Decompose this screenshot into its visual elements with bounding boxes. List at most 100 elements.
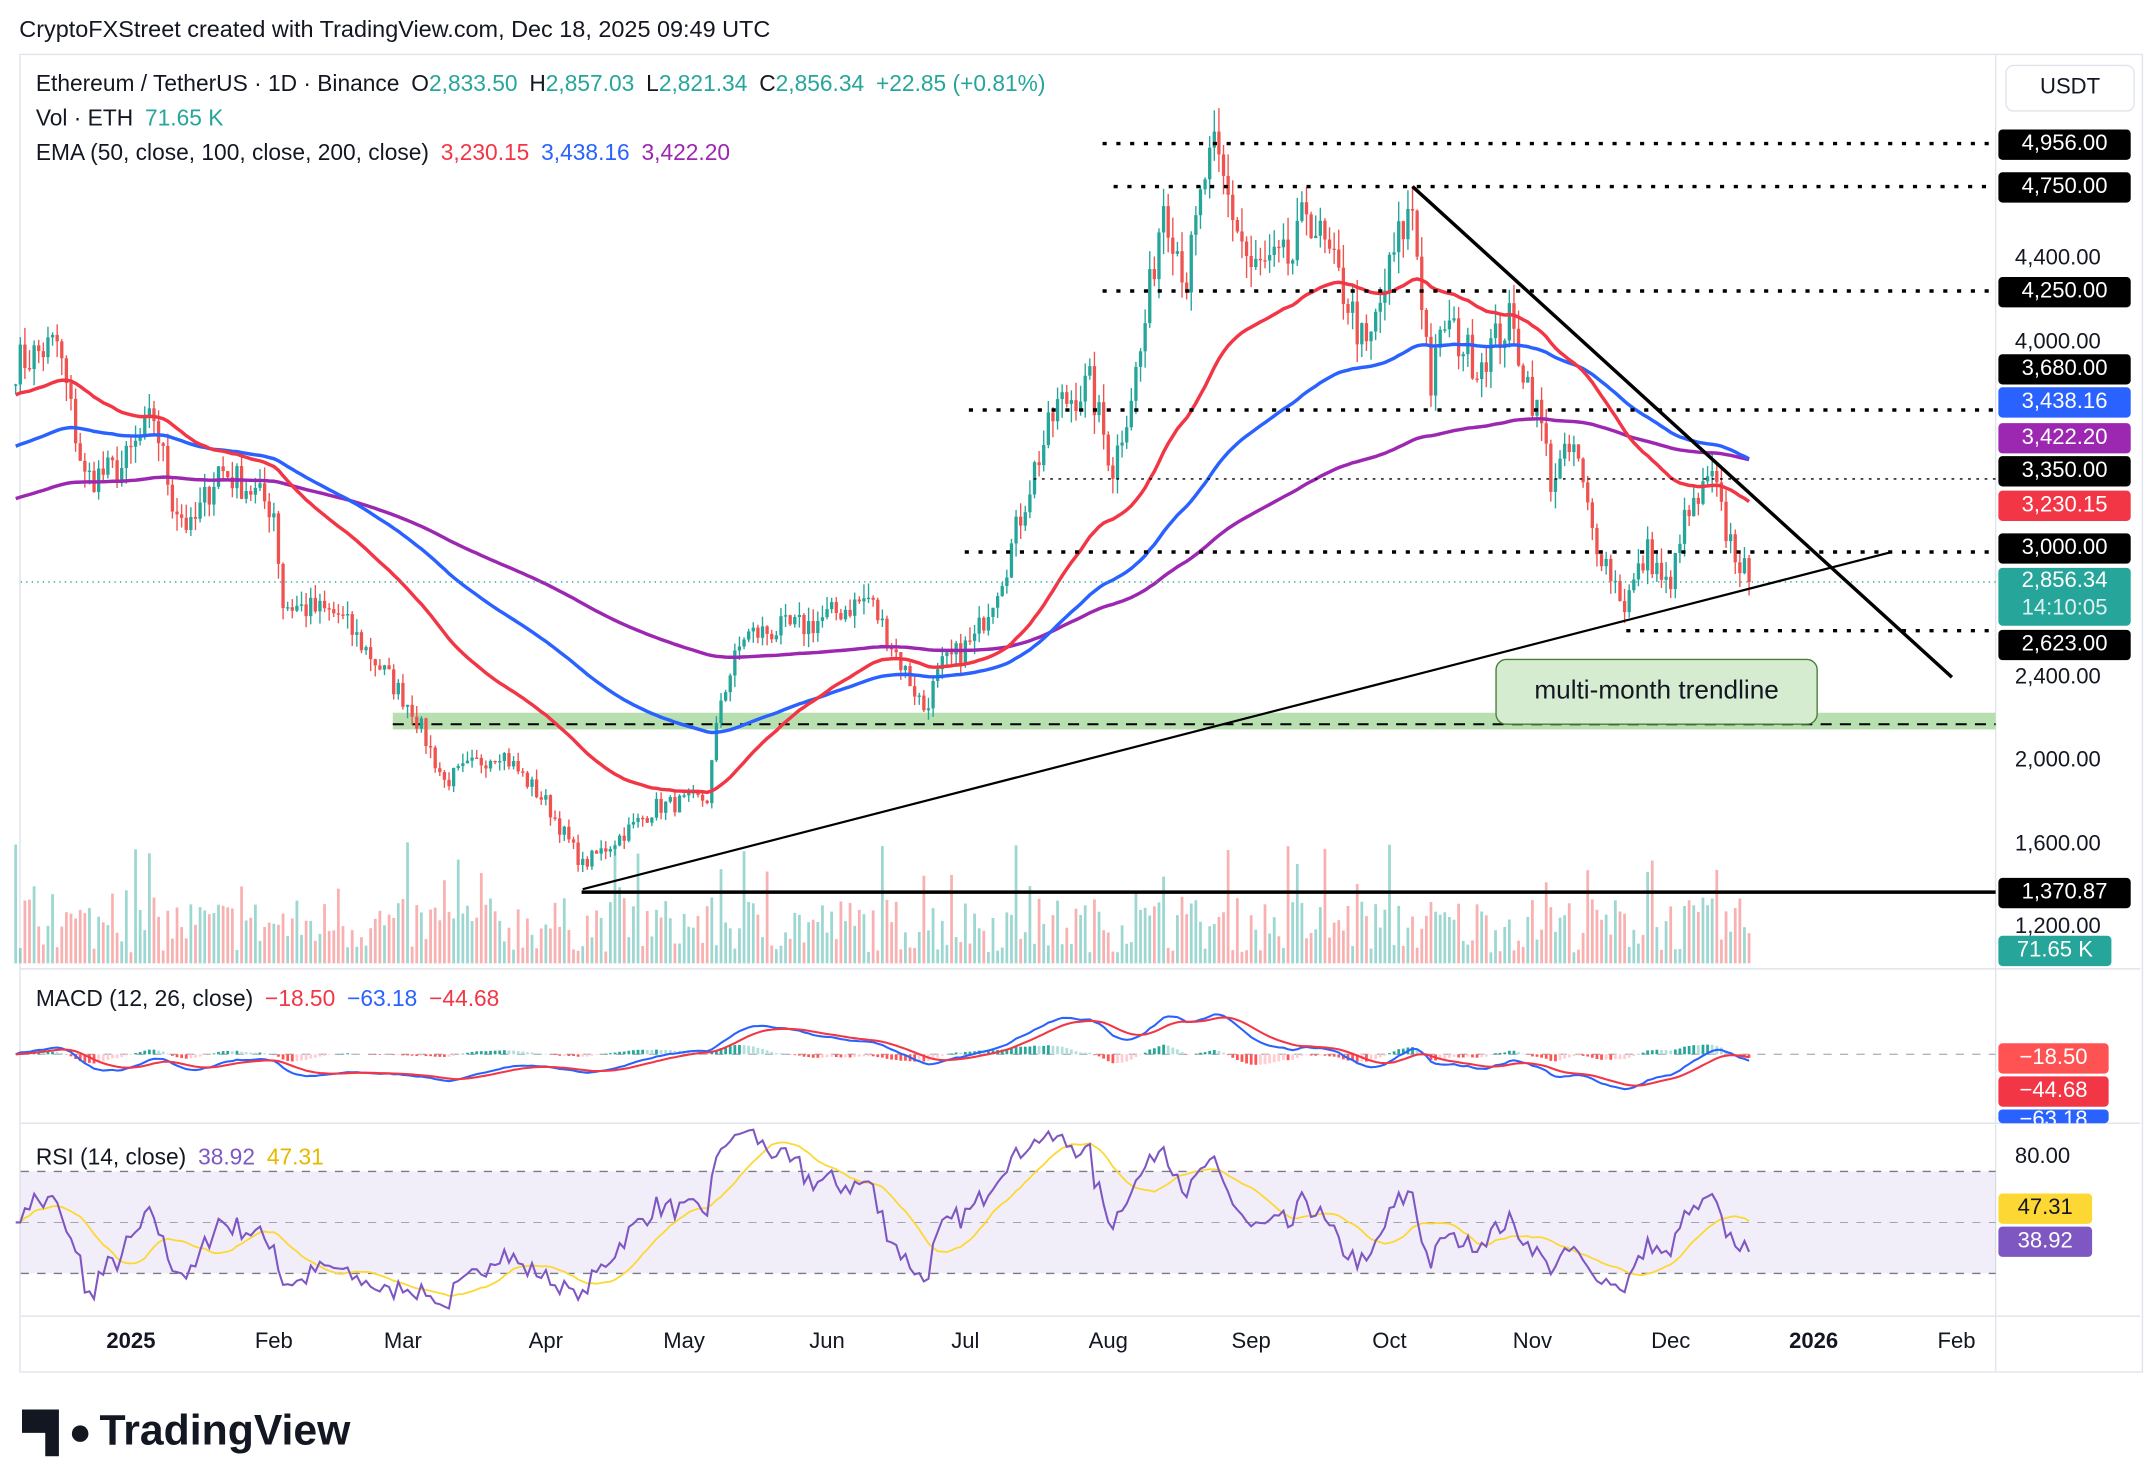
volume-bar [1692,905,1696,964]
volume-bar [936,949,940,964]
macd-histogram-bar [1710,1044,1714,1055]
volume-bar [507,927,511,964]
macd-histogram-bar [1696,1045,1700,1055]
volume-bar [1517,940,1520,964]
candle-body [931,680,935,709]
candle-body [133,440,138,447]
volume-bar [599,917,603,964]
candle-body [461,763,465,767]
macd-histogram-bar [572,1054,575,1057]
candle-body [1078,401,1083,412]
volume-bar [604,951,608,964]
volume-bar [876,950,880,964]
volume-bar [364,945,368,964]
macd-histogram-bar [249,1052,253,1055]
candle-body [1341,267,1346,304]
ema200-line [15,417,1750,659]
candle-body [221,466,225,472]
volume-bar [894,901,898,964]
candle-body [1526,376,1530,383]
ema-label[interactable]: EMA (50, close, 100, close, 200, close) [35,140,429,166]
candle-body [1194,215,1198,235]
volume-bar [1070,944,1073,964]
volume-bar [244,920,248,964]
candle-body [41,351,45,358]
candle-body [286,607,290,609]
macd-histogram-bar [1328,1054,1331,1057]
symbol-title[interactable]: Ethereum / TetherUS · 1D · Binance [35,71,400,97]
candle-body [825,609,829,618]
candle-body [876,599,880,621]
candle-body [811,621,815,634]
candle-body [290,607,294,611]
volume-bar [1033,943,1036,964]
candle-body [1111,465,1115,479]
volume-bar [710,897,714,964]
candle-body [1318,220,1322,236]
volume-label[interactable]: Vol · ETH [35,106,134,131]
candle-body [239,466,244,499]
candle-body [1235,220,1240,232]
macd-histogram-bar [954,1052,958,1055]
candle-body [1000,586,1004,597]
macd-histogram-bar [1097,1054,1101,1057]
volume-bar [1332,922,1336,964]
macd-histogram-bar [1037,1045,1041,1055]
candle-body [1572,444,1576,453]
candle-body [249,491,253,495]
volume-bar [682,913,686,964]
candle-body [1420,256,1424,310]
volume-bar [590,937,594,964]
volume-bar [627,937,631,964]
volume-bar [1378,927,1382,964]
candle-body [1659,562,1664,580]
price-tick: 4,400.00 [2014,246,2101,271]
volume-bar [180,927,184,964]
volume-bar [802,942,806,964]
currency-button[interactable]: USDT [2005,64,2135,112]
candle-body [1364,323,1369,342]
candle-body [926,708,931,711]
candle-body [654,798,659,818]
tradingview-logo[interactable]: ▀▌● TradingView [22,1406,350,1456]
candle-body [1189,234,1193,293]
volume-bar [1383,909,1387,964]
macd-histogram-bar [1051,1045,1055,1055]
volume-bar [853,925,857,964]
ema200-value: 3,422.20 [641,140,731,166]
candle-body [1129,400,1133,428]
candle-body [963,640,968,664]
macd-histogram-bar [1554,1054,1557,1062]
macd-histogram-bar [581,1054,585,1057]
macd-label[interactable]: MACD (12, 26, close) [35,986,254,1012]
candle-body [1747,558,1751,582]
macd-histogram-bar [1180,1052,1184,1055]
candle-body [276,513,281,564]
candle-body [636,817,640,822]
macd-histogram-bar [913,1054,917,1062]
volume-bar [1627,946,1631,964]
volume-bar [194,924,197,964]
volume-bar [691,927,695,964]
volume-bar [765,871,769,964]
candle-body [253,487,258,495]
volume-bar [1452,919,1456,964]
macd-histogram-bar [438,1054,442,1057]
candle-body [364,647,368,651]
volume-bar [1355,884,1359,964]
macd-histogram-bar [1355,1054,1359,1062]
volume-bar [1000,947,1004,964]
candle-body [668,797,672,802]
rsi-label[interactable]: RSI (14, close) [35,1145,187,1171]
volume-bar [798,914,801,964]
volume-bar [1618,911,1622,964]
volume-bar [553,902,557,964]
candle-body [124,445,128,468]
macd-histogram-bar [147,1049,151,1055]
macd-histogram-bar [1618,1054,1622,1060]
time-tick: Nov [1512,1329,1552,1354]
high-label: H [529,71,546,97]
macd-histogram-bar [1102,1054,1106,1059]
macd-histogram-bar [1457,1054,1461,1058]
